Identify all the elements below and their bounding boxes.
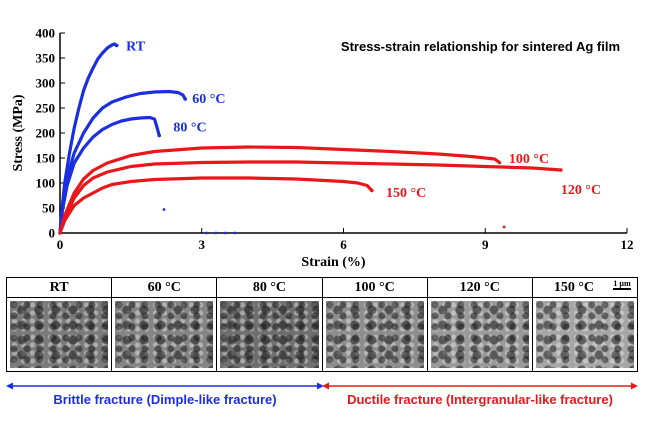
stray-point: [233, 231, 237, 235]
ductile-arrow: [322, 382, 638, 390]
stray-point: [162, 208, 166, 211]
y-tick-label: 300: [36, 76, 56, 91]
series-label: 100 °C: [509, 152, 549, 167]
y-axis-label: Stress (MPa): [11, 94, 26, 171]
y-tick-label: 150: [36, 151, 56, 166]
panel-60c: 60 °C: [112, 278, 218, 371]
stray-point: [214, 231, 218, 235]
y-tick-label: 350: [36, 51, 56, 66]
series-end-point: [370, 188, 374, 193]
panel-150c: 150 °C 1 μm: [532, 278, 638, 371]
x-axis-label: Strain (%): [301, 255, 366, 270]
x-tick-label: 9: [482, 237, 489, 252]
micrograph-image: [220, 301, 319, 368]
series-end-point: [114, 43, 119, 48]
panel-80c: 80 °C: [217, 278, 323, 371]
panel-100c: 100 °C: [322, 278, 428, 371]
scale-bar-label: 1 μm: [613, 279, 631, 288]
chart-title: Stress-strain relationship for sintered …: [341, 39, 620, 54]
panel-label: 80 °C: [217, 278, 322, 298]
ductile-fracture-label: Ductile fracture (Intergranular-like fra…: [347, 392, 613, 407]
panel-rt: RT: [7, 278, 113, 371]
micrograph-image: [535, 301, 635, 368]
stray-point: [502, 225, 506, 229]
scale-bar-line: [613, 288, 632, 290]
series-line-4: [58, 160, 563, 235]
series-line-3: [58, 145, 501, 235]
y-tick-label: 200: [36, 126, 56, 141]
micrograph-image: [430, 301, 529, 368]
micrograph-image: [325, 301, 424, 368]
y-tick-label: 50: [42, 201, 55, 216]
stray-point: [223, 231, 227, 235]
series-label: 120 °C: [561, 183, 601, 198]
x-tick-label: 3: [199, 237, 206, 252]
stray-point: [205, 231, 208, 235]
brittle-fracture-label: Brittle fracture (Dimple-like fracture): [53, 392, 277, 407]
micrograph-image: [10, 301, 109, 368]
series-end-point: [559, 168, 563, 172]
series-end-point: [183, 97, 188, 101]
series-line-1: [58, 89, 187, 235]
panel-label: 100 °C: [322, 278, 427, 298]
panel-label: 60 °C: [112, 278, 217, 298]
stress-strain-chart: 0 50 100 150 200 250 300 350 400 0 3 6 9 12 Strain (%)…: [11, 26, 634, 271]
y-tick-label: 0: [49, 226, 56, 241]
brittle-arrow: [6, 382, 324, 390]
panel-label: RT: [7, 278, 112, 298]
panel-label: 150 °C: [532, 278, 638, 298]
y-tick-label: 400: [36, 26, 56, 41]
series-end-point: [497, 160, 502, 165]
x-tick-label: 12: [621, 237, 634, 252]
ductile-fracture-group: Ductile fracture (Intergranular-like fra…: [322, 380, 638, 410]
scale-bar: 1 μm: [613, 279, 632, 290]
series-line-5: [58, 176, 374, 235]
series-label: 60 °C: [192, 92, 225, 107]
series-label: 80 °C: [173, 121, 206, 136]
panel-label: 120 °C: [427, 278, 532, 298]
micrograph-strip: RT 60 °C 80 °C 100 °C 120 °C 150 °C 1 μm: [6, 277, 638, 372]
x-tick-label: 6: [340, 237, 347, 252]
x-tick-label: 0: [57, 237, 64, 252]
series-line-2: [58, 115, 161, 235]
y-tick-label: 100: [36, 176, 56, 191]
brittle-fracture-group: Brittle fracture (Dimple-like fracture): [6, 380, 324, 410]
series-label: 150 °C: [386, 186, 426, 201]
series-end-point: [157, 133, 162, 138]
micrograph-image: [115, 301, 214, 368]
y-tick-label: 250: [36, 101, 56, 116]
series-line-0: [58, 42, 119, 235]
panel-120c: 120 °C: [427, 278, 533, 371]
series-label: RT: [126, 40, 146, 55]
